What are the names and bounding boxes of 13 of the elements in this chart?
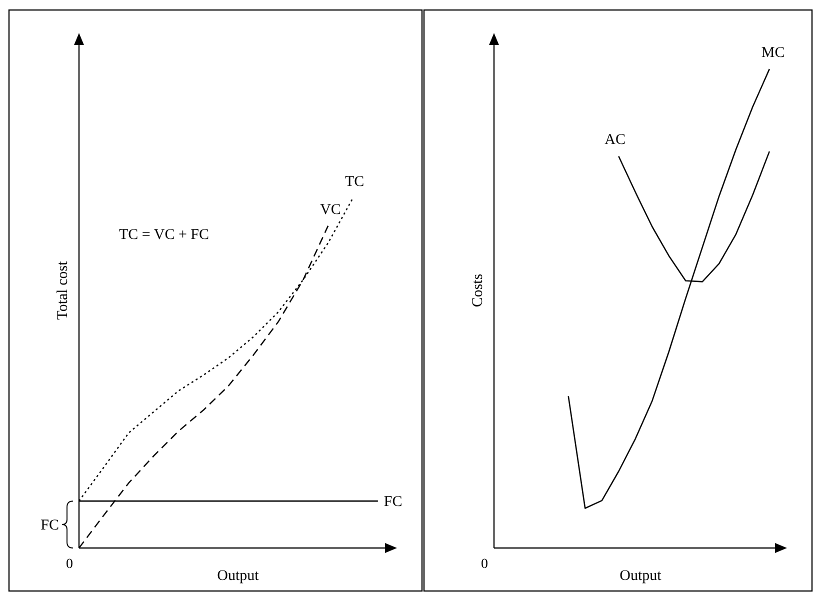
text: 0: [66, 557, 73, 572]
y-axis-title: Costs: [470, 274, 486, 308]
y-axis-title: Total cost: [55, 260, 71, 320]
annotation: TC = VC + FC: [119, 227, 209, 243]
series-label: TC: [345, 174, 364, 190]
series-label: MC: [761, 45, 785, 62]
x-axis-title: Output: [620, 568, 662, 584]
text: FC: [40, 518, 59, 534]
series-label: VC: [320, 202, 341, 218]
series-label: FC: [384, 494, 402, 510]
x-axis-title: Output: [217, 568, 260, 584]
text: 0: [481, 557, 488, 572]
series-label: AC: [604, 132, 626, 148]
